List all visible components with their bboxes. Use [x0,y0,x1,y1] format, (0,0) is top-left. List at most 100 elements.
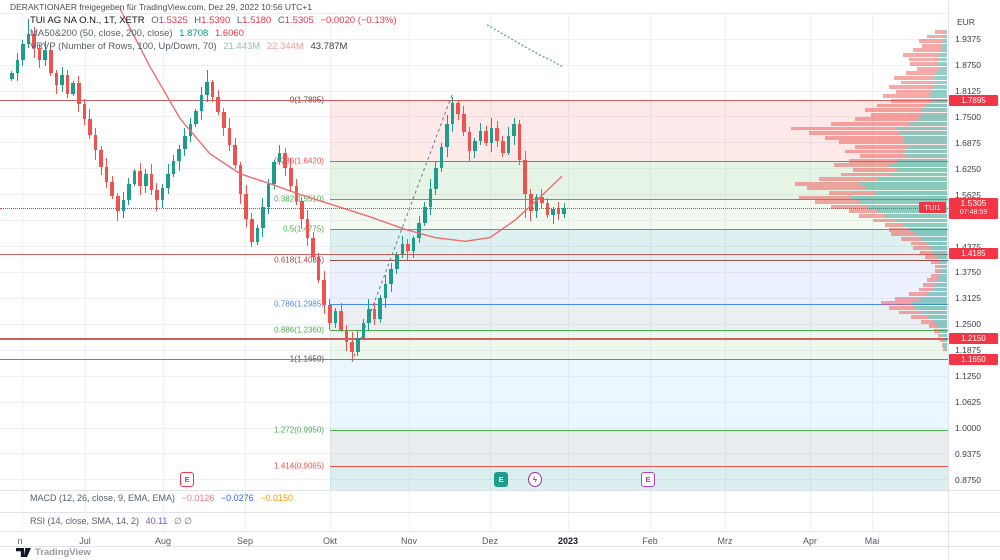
horizontal-price-line[interactable] [0,338,948,340]
vrvp-down-bar [825,135,903,140]
vrvp-up-bar [903,140,947,145]
candle-body [400,244,405,255]
candle-body [473,140,477,152]
fib-zone [330,303,948,330]
fib-zone [330,329,948,360]
symbol-title: TUI AG NA O.N., 1T, XETR [30,15,145,26]
vrvp-up-bar [936,71,947,76]
vrvp-up-bar [921,112,947,117]
fib-level-label: 1.414(0.9065) [274,461,324,471]
vrvp-down-bar [917,66,939,71]
pane-divider [0,531,1000,532]
earnings-marker-icon[interactable]: E [180,472,194,487]
candle-body [450,103,455,124]
candle-body [238,165,243,195]
candle-body [138,171,142,187]
candle-body [222,112,226,129]
vrvp-down-bar [853,168,897,172]
grid-line-vertical [872,13,873,531]
candle-body [272,162,276,185]
fib-level-label: 0.886(1.2360) [274,325,324,335]
time-axis-label: Sep [236,536,254,546]
grid-line-horizontal [0,375,948,377]
vrvp-up-bar [931,246,947,250]
price-axis-label: 1.6250 [955,163,981,174]
candle-body [104,167,109,182]
ma-legend-row[interactable]: MA50&200 (50, close, 200, close) 1.8708 … [30,27,397,40]
vrvp-up-bar [933,287,947,292]
candle-body [294,186,299,202]
vrvp-down-bar [942,342,944,347]
vrvp-up-bar [921,310,947,315]
vrvp-down-bar [919,287,933,292]
candle-body [277,152,282,163]
tradingview-logo-icon [16,548,31,557]
candle-body [383,284,388,299]
candle-body [255,227,260,242]
vrvp-up-bar [909,122,947,126]
vrvp-down-bar [871,112,921,117]
bar-countdown-timer: 07:48:59 [959,209,988,216]
rsi-indicator-label: RSI (14, close, SMA, 14, 2) [30,516,140,526]
current-price-badge: 1.5305 07:48:59 [949,197,998,219]
vrvp-down-bar [855,117,917,122]
grid-line-vertical [490,13,491,531]
candle-body [495,128,500,141]
time-axis-label: 2023 [557,536,579,546]
horizontal-price-line[interactable] [0,359,948,361]
fib-level-line [330,260,948,262]
vrvp-up-bar [941,269,947,273]
vrvp-legend-row[interactable]: VRVP (Number of Rows, 100, Up/Down, 70) … [30,40,397,53]
vrvp-down-bar [859,214,885,218]
candle-body [93,135,98,150]
vrvp-up-bar [890,163,947,168]
candle-body [439,147,444,168]
vrvp-down-bar [938,333,942,338]
earnings-marker-icon[interactable]: E [494,472,508,487]
macd-legend-row[interactable]: MACD (12, 26, close, 9, EMA, EMA) −0.012… [30,493,293,503]
symbol-legend-row[interactable]: TUI AG NA O.N., 1T, XETR O1.5325 H1.5390… [30,14,397,27]
fib-zone [330,260,948,304]
candle-body [216,97,221,113]
grid-line-vertical [22,13,23,531]
vrvp-up-bar [929,94,947,99]
fib-level-label: 0.618(1.4035) [274,255,324,265]
macd-histogram-value: −0.0126 [181,493,215,503]
horizontal-price-line[interactable] [0,253,948,256]
candle-body [166,173,170,188]
candle-body [428,188,433,207]
price-axis-label: 0.9375 [955,448,981,459]
horizontal-price-line[interactable] [0,100,948,102]
candle-body [54,72,59,86]
vrvp-down-bar [891,99,931,103]
candle-body [339,310,343,330]
vrvp-down-bar [940,338,943,342]
tradingview-attribution[interactable]: TradingView [16,547,91,558]
candle-body [540,196,544,203]
vrvp-up-bar [943,338,947,342]
vrvp-up-bar [917,117,947,122]
fib-level-line [330,429,948,431]
pane-divider [0,490,1000,491]
vrvp-down-bar [906,71,936,76]
earnings-marker-icon[interactable]: E [641,472,655,487]
vrvp-down-bar [923,283,935,287]
candle-body [110,181,115,197]
vrvp-down-bar [873,218,895,223]
ma-indicator-label: MA50&200 (50, close, 200, close) [30,28,173,39]
vrvp-up-bar [943,39,947,43]
price-axis-label: 1.1875 [955,345,981,356]
fib-level-line [330,329,948,331]
vrvp-down-bar [909,57,939,62]
time-axis-label: n [17,536,23,546]
candle-body [233,144,237,166]
vrvp-up-bar [899,131,947,135]
event-bolt-icon[interactable]: ϟ [528,472,542,487]
rsi-legend-row[interactable]: RSI (14, close, SMA, 14, 2) 40.11 ∅ ∅ [30,516,192,527]
vrvp-down-bar [795,181,859,186]
vrvp-up-bar [943,34,947,39]
ohlc-open-value: 1.5325 [158,15,188,26]
candle-body [15,60,20,73]
vrvp-down-volume: 22.344M [266,41,304,52]
